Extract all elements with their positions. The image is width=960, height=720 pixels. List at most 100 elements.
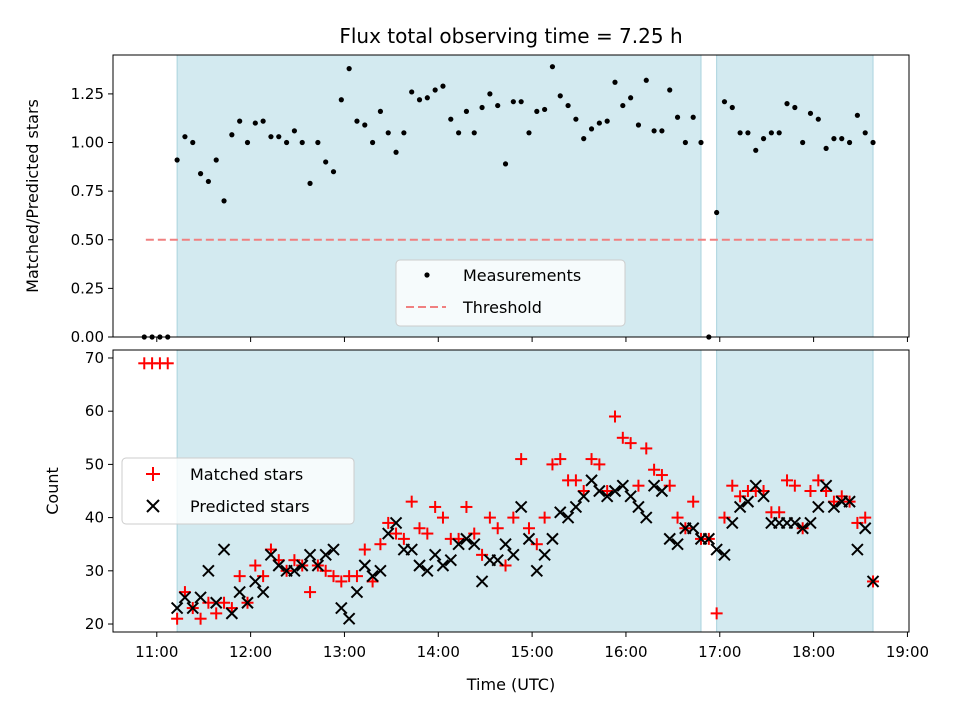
measurement-point [283,139,290,146]
predicted-point [319,548,332,562]
measurement-point [620,102,626,109]
measurement-point [862,130,868,136]
predicted-point [475,575,489,588]
matched-point [608,410,621,423]
measurement-point [518,99,524,105]
matched-point [859,511,872,524]
measurement-point [190,139,196,146]
measurement-point [831,136,837,142]
legend-predicted-label: Predicted stars [190,497,310,516]
measurement-point [307,180,313,186]
measurement-point [495,102,501,109]
measurement-point [737,130,743,136]
matched-point [640,442,653,455]
measurement-point [565,102,571,109]
matched-point [390,527,403,540]
matched-point [851,516,864,529]
measurement-point [667,87,673,93]
measurement-point [237,118,243,124]
count-y-ticks: 20 30 40 50 60 70 [85,349,113,633]
matched-point [593,458,606,471]
predicted-point [851,543,864,556]
matched-point [335,575,348,588]
measurement-point [471,130,477,136]
measurement-point [487,91,493,97]
predicted-point [405,543,418,556]
predicted-point [350,585,364,599]
predicted-point [413,559,426,572]
measurement-point [674,114,681,120]
x-tick-label: 11:00 [135,643,178,661]
measurement-point [635,122,642,128]
chart-title: Flux total observing time = 7.25 h [339,24,682,48]
matched-point [632,479,645,492]
predicted-point [428,548,442,562]
measurement-point [323,159,329,165]
matched-point [554,453,567,466]
matched-point [288,554,301,567]
ratio-legend: Measurements Threshold [395,259,626,327]
predicted-point [436,559,450,572]
measurement-point [776,130,782,136]
predicted-point [421,564,434,578]
measurement-point [221,198,227,204]
measurement-point [182,134,188,140]
measurement-point [385,130,391,136]
predicted-point [866,575,880,588]
matched-point [257,570,270,583]
x-axis-label: Time (UTC) [466,675,555,694]
measurement-point [870,139,876,146]
x-tick-label: 13:00 [323,643,366,661]
predicted-point [819,479,833,492]
predicted-point [288,564,301,578]
matched-point [436,511,449,524]
predicted-point [178,591,192,604]
measurement-point [784,101,790,107]
predicted-point [460,532,473,546]
ratio-legend-frame [395,259,626,327]
measurement-point [229,132,235,138]
predicted-point [256,585,270,599]
matched-point [773,506,786,519]
ratio-y-axis-label: Matched/Predicted stars [23,99,42,293]
matched-point [382,516,395,529]
measurement-point [792,104,798,111]
matched-point [624,437,637,450]
predicted-point [272,559,285,572]
measurement-point [588,126,595,132]
predicted-point [335,601,348,615]
measurement-point [651,128,657,134]
matched-point [319,564,332,577]
predicted-point [632,500,645,514]
matched-point [413,522,426,535]
measurement-point [510,99,516,105]
matched-point [522,522,535,535]
matched-point [710,607,723,620]
predicted-point [241,596,254,609]
measurement-point [690,114,696,120]
matched-point [350,570,363,583]
measurement-point [542,106,548,113]
matched-point [460,500,473,513]
legend-measurements-label: Measurements [463,266,581,285]
measurement-point [338,97,344,103]
measurement-point [456,130,462,136]
measurement-point [174,157,180,163]
legend-matched-marker [146,467,160,481]
predicted-point [859,522,872,535]
predicted-point [593,484,606,498]
measurement-point [252,120,258,126]
predicted-point [327,543,340,556]
predicted-point [358,559,371,572]
matched-point [530,538,543,551]
predicted-point [303,548,317,562]
measurement-point [424,95,430,101]
matched-point [687,495,700,508]
measurement-point [846,139,853,146]
predicted-point [170,601,184,615]
measurement-point [291,128,298,134]
predicted-point [569,500,583,514]
matched-point [468,527,481,540]
predicted-point [733,500,747,514]
legend-threshold-label: Threshold [462,298,542,317]
